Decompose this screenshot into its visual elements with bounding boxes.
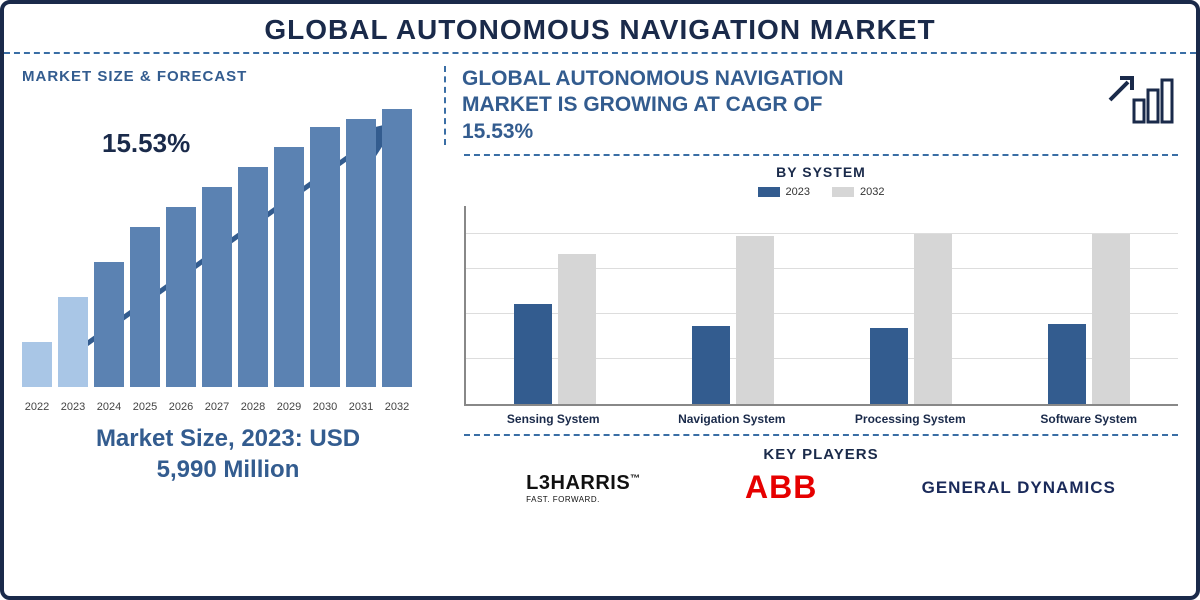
logo-l3harris: L3HARRIS™ FAST. FORWARD. [526, 472, 641, 504]
group-bar-2032 [736, 236, 774, 404]
bar-group [692, 236, 774, 404]
group-label: Processing System [835, 412, 985, 426]
bar-group [1048, 234, 1130, 404]
bar-group [514, 254, 596, 404]
dashed-separator [464, 434, 1178, 436]
right-heading-l1: GLOBAL AUTONOMOUS NAVIGATION [462, 67, 844, 90]
logo-trademark: ™ [630, 473, 641, 484]
forecast-bar [58, 297, 88, 387]
legend-label: 2032 [860, 186, 884, 198]
forecast-bar [166, 207, 196, 387]
forecast-chart: 15.53% 202220232024202520262027202820292… [22, 93, 422, 413]
legend-swatch [832, 187, 854, 197]
infographic-card: GLOBAL AUTONOMOUS NAVIGATION MARKET MARK… [0, 0, 1200, 600]
group-bar-2032 [1092, 234, 1130, 404]
group-bar-2023 [514, 304, 552, 404]
grouped-bar-chart [464, 206, 1178, 406]
right-heading-l3: 15.53% [462, 120, 533, 143]
year-label: 2032 [382, 401, 412, 413]
forecast-bar [130, 227, 160, 387]
right-heading-block: GLOBAL AUTONOMOUS NAVIGATION MARKET IS G… [444, 66, 844, 145]
logo-tagline: FAST. FORWARD. [526, 495, 641, 504]
group-bar-2023 [692, 326, 730, 404]
logo-text: L3HARRIS [526, 472, 630, 494]
year-label: 2026 [166, 401, 196, 413]
logo-general-dynamics: GENERAL DYNAMICS [922, 478, 1116, 498]
group-label: Navigation System [657, 412, 807, 426]
by-system-section: BY SYSTEM 2023 2032 Sensing System Naviga… [464, 154, 1178, 506]
left-panel: MARKET SIZE & FORECAST 15.53% 2022202320… [4, 62, 444, 592]
logos-row: L3HARRIS™ FAST. FORWARD. ABB GENERAL DYN… [464, 469, 1178, 506]
forecast-bar [94, 262, 124, 387]
year-label: 2028 [238, 401, 268, 413]
year-label: 2024 [94, 401, 124, 413]
year-label: 2025 [130, 401, 160, 413]
year-label: 2029 [274, 401, 304, 413]
content-row: MARKET SIZE & FORECAST 15.53% 2022202320… [4, 62, 1196, 592]
year-label: 2030 [310, 401, 340, 413]
legend: 2023 2032 [464, 186, 1178, 198]
forecast-bar [238, 167, 268, 387]
group-bar-2023 [1048, 324, 1086, 404]
legend-label: 2023 [786, 186, 810, 198]
logo-abb: ABB [745, 469, 817, 506]
market-size-l2: 5,990 Million [157, 456, 300, 483]
legend-item: 2023 [758, 186, 810, 198]
right-panel: GLOBAL AUTONOMOUS NAVIGATION MARKET IS G… [444, 62, 1196, 592]
title-underline [4, 52, 1196, 54]
forecast-bar [202, 187, 232, 387]
market-size-text: Market Size, 2023: USD 5,990 Million [22, 423, 434, 485]
year-label: 2027 [202, 401, 232, 413]
year-label: 2022 [22, 401, 52, 413]
legend-swatch [758, 187, 780, 197]
page-title: GLOBAL AUTONOMOUS NAVIGATION MARKET [4, 4, 1196, 52]
key-players-title: KEY PLAYERS [464, 446, 1178, 463]
growth-chart-icon [1106, 68, 1176, 128]
by-system-title: BY SYSTEM [464, 164, 1178, 180]
forecast-bar [382, 109, 412, 387]
left-heading: MARKET SIZE & FORECAST [22, 68, 434, 85]
dashed-separator [464, 154, 1178, 156]
forecast-bar [310, 127, 340, 387]
legend-item: 2032 [832, 186, 884, 198]
right-heading-l2: MARKET IS GROWING AT CAGR OF [462, 93, 822, 116]
group-label: Sensing System [478, 412, 628, 426]
bar-group [870, 234, 952, 404]
group-label: Software System [1014, 412, 1164, 426]
forecast-bar [22, 342, 52, 387]
group-bar-2032 [914, 234, 952, 404]
group-bar-2032 [558, 254, 596, 404]
year-label: 2023 [58, 401, 88, 413]
forecast-bar [346, 119, 376, 387]
group-bar-2023 [870, 328, 908, 404]
year-label: 2031 [346, 401, 376, 413]
market-size-l1: Market Size, 2023: USD [96, 425, 360, 452]
forecast-bar [274, 147, 304, 387]
